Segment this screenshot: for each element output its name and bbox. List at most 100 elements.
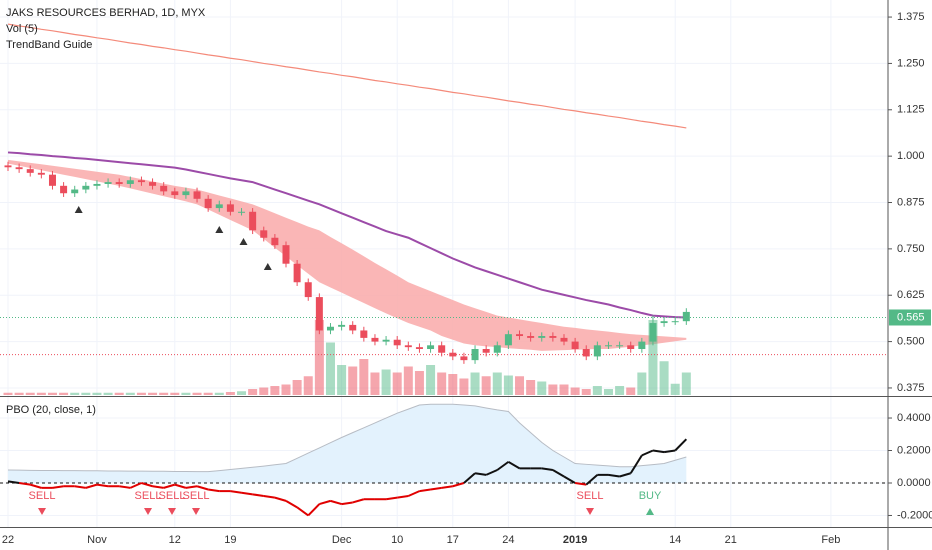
volume-bar — [570, 387, 580, 395]
volume-bar — [81, 392, 91, 395]
pbo-line-segment — [7, 480, 20, 484]
symbol-title: JAKS RESOURCES BERHAD, 1D, MYX — [6, 7, 206, 19]
moving-average — [7, 151, 687, 319]
signal-markers — [74, 206, 272, 270]
candle-body — [315, 297, 323, 331]
candle-body — [4, 165, 12, 168]
volume-bar — [548, 384, 558, 395]
y-tick-label: 0.0000 — [897, 477, 931, 489]
pbo-line-segment — [241, 491, 253, 496]
pbo-line-segment — [319, 499, 331, 506]
pbo-line-segment — [96, 483, 109, 488]
pbo-band-area — [8, 404, 687, 483]
signal-arrow — [646, 508, 654, 515]
pbo-line-segment — [452, 482, 465, 488]
pbo-line-segment — [463, 472, 476, 484]
x-tick-label: 17 — [447, 534, 459, 546]
volume-bar — [448, 374, 458, 395]
pbo-line-segment — [263, 494, 276, 499]
pbo-line-segment — [419, 488, 431, 493]
x-tick-label: 21 — [725, 534, 737, 546]
pbo-line-segment — [663, 449, 676, 454]
volume-bar — [470, 372, 480, 395]
candle-body — [560, 337, 568, 342]
volume-bar — [303, 376, 313, 395]
pbo-line-segment — [496, 461, 509, 471]
x-tick-label: 2019 — [563, 534, 587, 546]
candle-body — [538, 336, 546, 338]
volume-bar — [537, 381, 547, 395]
candle-body — [682, 311, 690, 322]
candle-body — [460, 356, 468, 361]
pbo-line-segment — [208, 488, 220, 493]
volume-bar — [615, 386, 625, 395]
last-price-label: 0.565 — [897, 311, 925, 323]
candle-body — [326, 326, 334, 331]
candle-body — [360, 330, 368, 338]
candle-body — [304, 282, 312, 298]
last-price-box — [889, 309, 931, 326]
volume-bar — [325, 342, 335, 395]
volume-bar — [559, 384, 569, 395]
x-tick-label: 14 — [669, 534, 681, 546]
y-tick-label: 0.500 — [897, 335, 925, 347]
candle-body — [616, 345, 624, 347]
pbo-line-segment — [152, 485, 164, 489]
volume-bar — [459, 378, 469, 395]
pbo-line-segment — [397, 494, 409, 499]
candle-body — [193, 191, 201, 199]
candle-body — [15, 167, 23, 170]
volume-bar — [392, 372, 402, 395]
volume-bar — [125, 392, 135, 395]
candle-body — [171, 191, 179, 196]
candle-body — [149, 182, 157, 186]
candle-body — [427, 345, 435, 350]
volume-bar — [481, 376, 491, 395]
candle-body — [671, 321, 679, 323]
candle-body — [71, 189, 79, 194]
candle-body — [182, 191, 190, 196]
pbo-line-segment — [52, 485, 64, 489]
signal-arrow — [38, 508, 46, 515]
signal-arrow — [144, 508, 152, 515]
pbo-line-segment — [252, 493, 264, 497]
moving-average — [7, 23, 687, 129]
pbo-line-segment — [85, 483, 98, 489]
candle-body — [26, 169, 34, 173]
x-tick-label: 19 — [224, 534, 236, 546]
signal-arrow — [192, 508, 200, 515]
candle-body — [48, 174, 56, 186]
volume-bar — [314, 320, 324, 395]
signal-arrow — [168, 508, 176, 515]
candle-body — [471, 349, 479, 361]
candle-body — [582, 349, 590, 357]
candle-body — [115, 182, 123, 184]
candle-body — [449, 352, 457, 357]
volume-bar — [47, 392, 57, 395]
pbo-line-segment — [585, 474, 599, 486]
pbo-line-segment — [641, 449, 654, 457]
y-tick-label: 1.375 — [897, 11, 925, 23]
pbo-line-segment — [574, 481, 587, 486]
signal-label: SELL — [135, 490, 162, 502]
volume-bar — [626, 387, 636, 395]
volume-legend: Vol (5) — [6, 23, 38, 35]
volume-bar — [648, 320, 658, 395]
pbo-band-line — [7, 403, 687, 473]
x-tick-label: Nov — [87, 534, 107, 546]
volume-bar — [192, 392, 202, 395]
pbo-line-segment — [474, 472, 487, 476]
signal-triangle — [215, 226, 224, 233]
volume-bar — [214, 392, 224, 395]
pbo-line-segment — [674, 438, 688, 452]
signal-label: SELL — [577, 490, 604, 502]
pbo-line-segment — [307, 503, 321, 517]
y-tick-label: 0.2000 — [897, 444, 931, 456]
signal-label: BUY — [639, 490, 662, 502]
candle-body — [382, 339, 390, 342]
candle-body — [516, 334, 524, 337]
candle-body — [271, 237, 279, 246]
signal-triangle — [263, 263, 272, 270]
pbo-line-segment — [507, 461, 521, 470]
candle-body — [60, 185, 68, 194]
